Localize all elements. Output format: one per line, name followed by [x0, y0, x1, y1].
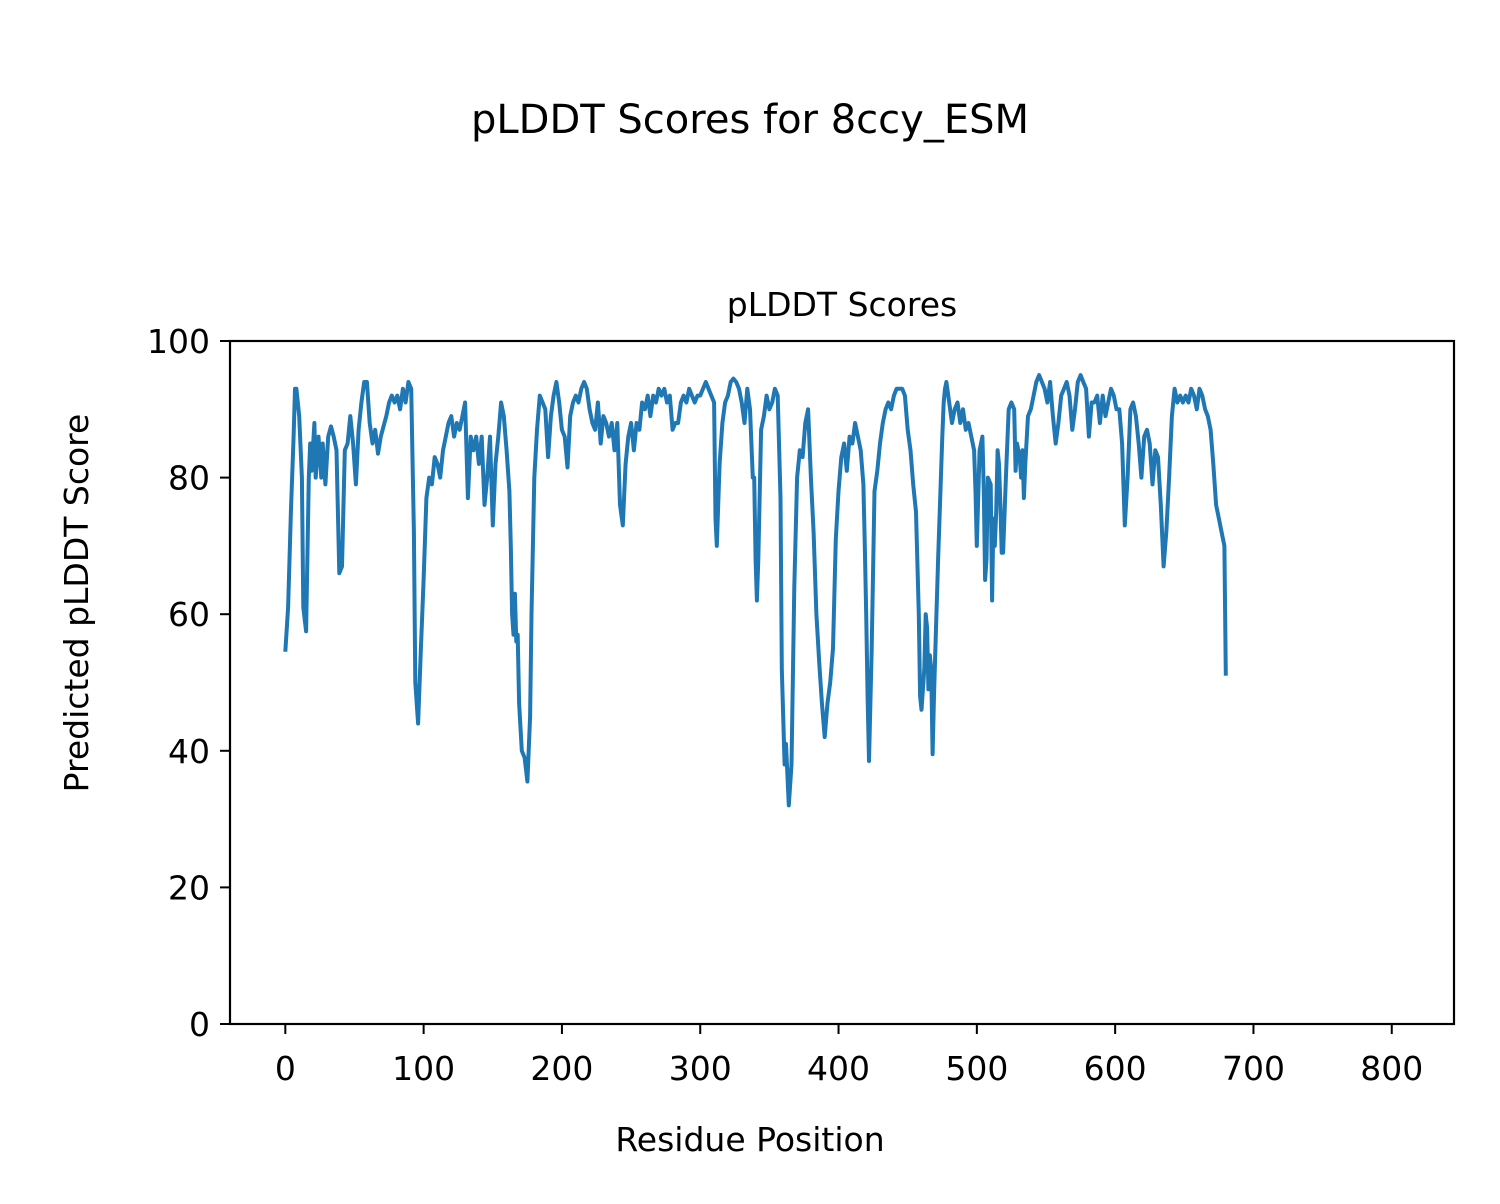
x-tick-label: 600 [1084, 1049, 1147, 1088]
x-tick-label: 700 [1222, 1049, 1285, 1088]
x-axis-label: Residue Position [615, 1120, 884, 1159]
y-tick-label: 80 [168, 459, 210, 498]
x-tick-label: 500 [945, 1049, 1008, 1088]
chart-title: pLDDT Scores [727, 285, 957, 324]
y-axis-label: Predicted pLDDT Score [57, 414, 96, 793]
series-line [283, 373, 1228, 808]
y-tick-label: 20 [168, 868, 210, 907]
x-tick-label: 100 [392, 1049, 455, 1088]
plot-frame [228, 339, 1456, 1026]
x-tick-label: 300 [669, 1049, 732, 1088]
figure-suptitle: pLDDT Scores for 8ccy_ESM [471, 97, 1029, 143]
y-tick-label: 100 [147, 322, 210, 361]
x-tick-label: 800 [1360, 1049, 1423, 1088]
y-tick-label: 60 [168, 595, 210, 634]
x-tick-label: 200 [530, 1049, 593, 1088]
y-tick-label: 40 [168, 732, 210, 771]
x-tick-label: 400 [807, 1049, 870, 1088]
x-axis-ticks: 0 100 200 300 400 500 600 700 800 [275, 1024, 1423, 1088]
plot-lines [283, 373, 1228, 808]
x-tick-label: 0 [275, 1049, 296, 1088]
y-tick-label: 0 [189, 1005, 210, 1044]
y-axis-ticks: 0 20 40 60 80 100 [147, 322, 230, 1044]
